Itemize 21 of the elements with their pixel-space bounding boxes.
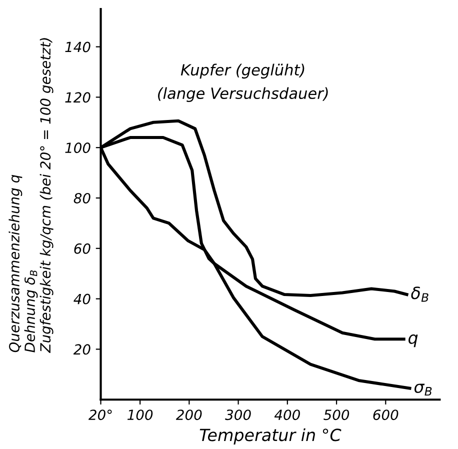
x-axis-title: Temperatur in °C [200, 428, 342, 444]
x-tick-label: 500 [324, 410, 350, 420]
y-tick-label: 100 [65, 142, 90, 154]
y-tick-label: 60 [74, 243, 90, 254]
x-tick-label: 20° [88, 410, 112, 420]
y-tick-label: 120 [65, 92, 90, 103]
x-tick-label: 300 [225, 410, 251, 420]
y-axis-title: Querzusammenziehung q Dehnung δ$_{B}$ Zugfestigkeit kg/qcm (bei 20° = 100 gesetzt) [8, 38, 54, 354]
series-label: q [408, 334, 418, 348]
text: (lange Versuchsdauer) [158, 87, 328, 102]
y-tick-label: 20 [73, 344, 90, 355]
y-tick-label: 140 [65, 42, 90, 52]
x-tick-label: 600 [373, 410, 398, 420]
text: Kupfer (geglüht) [180, 64, 304, 79]
x-tick-label: 400 [274, 410, 300, 420]
y-tick-label: 80 [74, 192, 90, 204]
series-label: δ$_{B}$ [411, 286, 428, 302]
series-label: σ$_{B}$ [414, 384, 432, 396]
y-tick-label: 40 [74, 294, 90, 304]
x-tick-label: 100 [127, 410, 153, 420]
x-tick-label: 200 [176, 410, 202, 420]
